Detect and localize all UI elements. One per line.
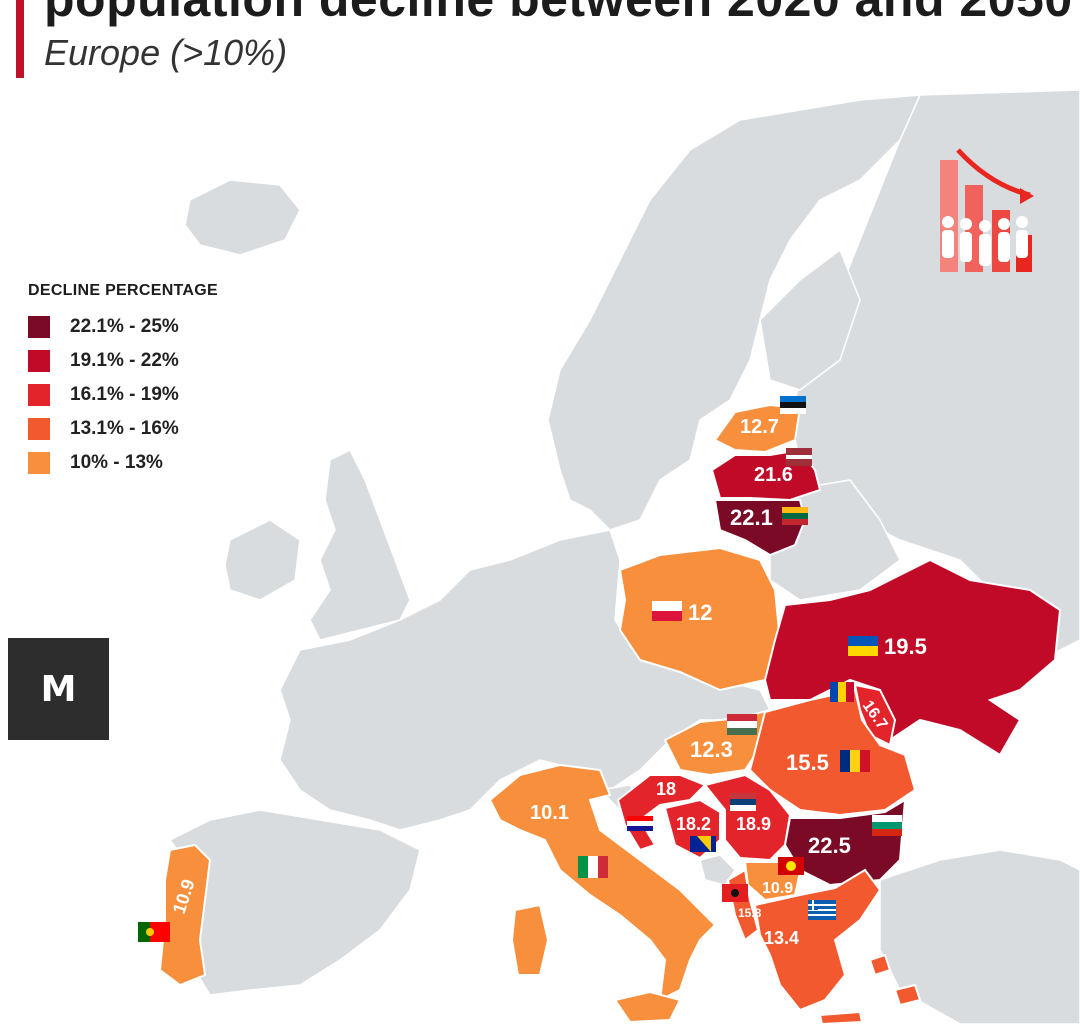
greece-islands [818,953,922,1024]
legend-swatch [28,350,50,372]
flag-greece-icon [808,900,836,920]
country-estonia [713,403,802,454]
land-ireland [224,519,301,601]
legend-swatch [28,452,50,474]
land-britain [309,448,411,641]
label-bulgaria: 22.5 [808,833,851,858]
flag-albania-icon [722,884,748,902]
land-spain [168,809,421,996]
flag-poland-icon [652,601,682,621]
flag-north-macedonia-icon [778,857,804,875]
italy-sardinia [510,903,550,976]
flag-lithuania-icon [782,507,808,525]
flag-bulgaria-icon [872,815,902,836]
land-iceland [184,179,301,256]
flag-portugal-icon [138,922,170,942]
flags [138,396,902,942]
flag-serbia-icon [730,793,756,811]
legend-item: 16.1% - 19% [28,378,218,412]
country-croatia [616,774,707,852]
label-lithuania: 22.1 [730,505,773,530]
flag-croatia-icon [627,816,653,831]
legend-label: 19.1% - 22% [70,350,179,371]
legend-swatch [28,384,50,406]
label-hungary: 12.3 [690,737,733,762]
land-scandinavia [547,94,922,531]
flag-italy-icon [578,856,608,878]
country-greece [753,868,882,1012]
italy-sicily [613,990,682,1024]
page-title: population decline between 2020 and 2050 [44,0,1073,28]
page-subtitle: Europe (>10%) [44,32,288,73]
country-portugal [158,843,212,987]
population-decline-icon [940,148,1034,272]
label-romania: 15.5 [786,750,829,775]
flag-moldova-icon [830,682,854,702]
legend-title: DECLINE PERCENTAGE [28,282,219,299]
legend: DECLINE PERCENTAGE 22.1% - 25% 19.1% - 2… [28,282,218,480]
country-ukraine [763,558,1062,757]
flag-latvia-icon [786,448,812,466]
flag-estonia-icon [780,396,806,414]
label-poland: 12 [688,600,712,625]
land-finland [759,248,861,391]
label-croatia: 18 [656,779,676,799]
land-grey [168,89,1080,1024]
label-north-macedonia: 10.9 [762,880,793,897]
flag-ukraine-icon [848,636,878,656]
country-italy [488,763,717,1002]
label-italy: 10.1 [530,802,569,824]
value-labels: 12.7 21.6 22.1 12 19.5 16.7 12.3 15.5 18… [169,416,927,948]
legend-item: 19.1% - 22% [28,344,218,378]
land-montenegro [699,854,736,886]
legend-label: 22.1% - 25% [70,316,179,337]
highlighted-countries [158,403,1062,1024]
legend-label: 10% - 13% [70,452,163,473]
legend-label: 16.1% - 19% [70,384,179,405]
flag-romania-icon [840,750,870,772]
flag-hungary-icon [727,714,757,735]
label-latvia: 21.6 [754,464,793,486]
label-greece: 13.4 [764,928,799,948]
legend-swatch [28,418,50,440]
label-bosnia: 18.2 [676,814,711,834]
country-serbia [703,773,792,862]
legend-label: 13.1% - 16% [70,418,179,439]
title-accent-bar [16,0,24,78]
label-ukraine: 19.5 [884,634,927,659]
brand-logo: M [8,638,109,740]
label-serbia: 18.9 [736,814,771,834]
legend-item: 22.1% - 25% [28,310,218,344]
flag-bosnia-icon [690,836,716,852]
legend-swatch [28,316,50,338]
label-estonia: 12.7 [740,416,779,438]
legend-item: 13.1% - 16% [28,412,218,446]
legend-item: 10% - 13% [28,446,218,480]
label-albania: 15.8 [738,906,762,920]
